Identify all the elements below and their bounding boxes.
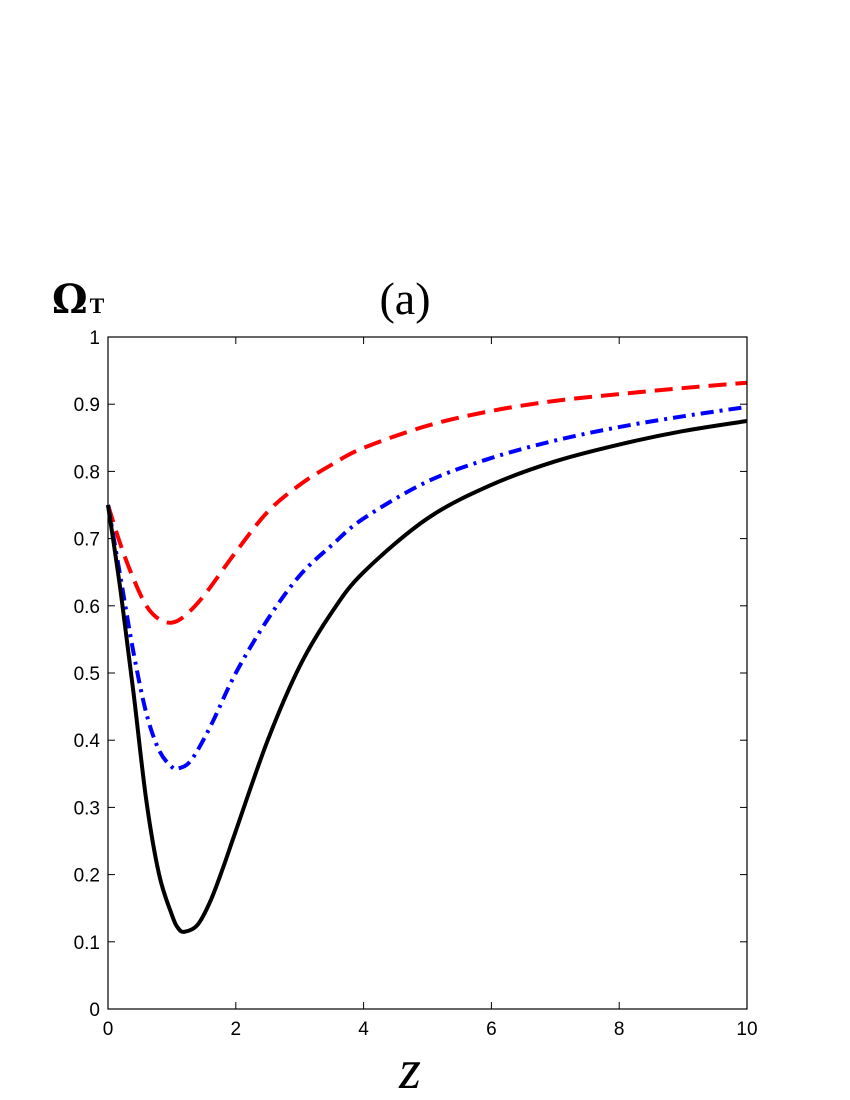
y-tick-label: 0.1	[74, 933, 100, 954]
series-line-dashed	[106, 380, 748, 625]
x-tick-label: 8	[614, 1019, 625, 1040]
x-tick-label: 4	[358, 1019, 369, 1040]
series-line-dash-dot	[106, 404, 748, 772]
x-tick-label: 10	[736, 1019, 757, 1040]
y-tick-label: 1	[89, 328, 100, 349]
y-tick-label: 0	[89, 1000, 100, 1021]
y-axis-label-main: Ω	[52, 276, 88, 323]
x-tick-label: 6	[486, 1019, 497, 1040]
axis-layer: 0 2 4 6 8 10 0 0.1 0.2 0.3 0.4 0.5 0.6 0.7 0.8 0.9 1	[74, 328, 758, 1040]
y-tick-label: 0.5	[74, 664, 100, 685]
x-tick-label: 2	[231, 1019, 242, 1040]
series-layer	[106, 380, 748, 934]
y-axis-label-sub: T	[90, 293, 105, 318]
y-tick-label: 0.7	[74, 530, 100, 551]
y-tick-label: 0.4	[74, 731, 101, 752]
series-line-solid	[106, 419, 748, 934]
y-tick-label: 0.8	[74, 462, 100, 483]
y-tick-label: 0.9	[74, 395, 100, 416]
chart-title: (a)	[379, 273, 430, 324]
x-tick-label: 0	[103, 1019, 114, 1040]
y-tick-label: 0.6	[74, 597, 100, 618]
x-axis-label: z	[398, 1039, 421, 1100]
y-tick-label: 0.2	[74, 866, 100, 887]
y-axis-label: ΩT	[52, 276, 105, 323]
y-tick-label: 0.3	[74, 798, 100, 819]
